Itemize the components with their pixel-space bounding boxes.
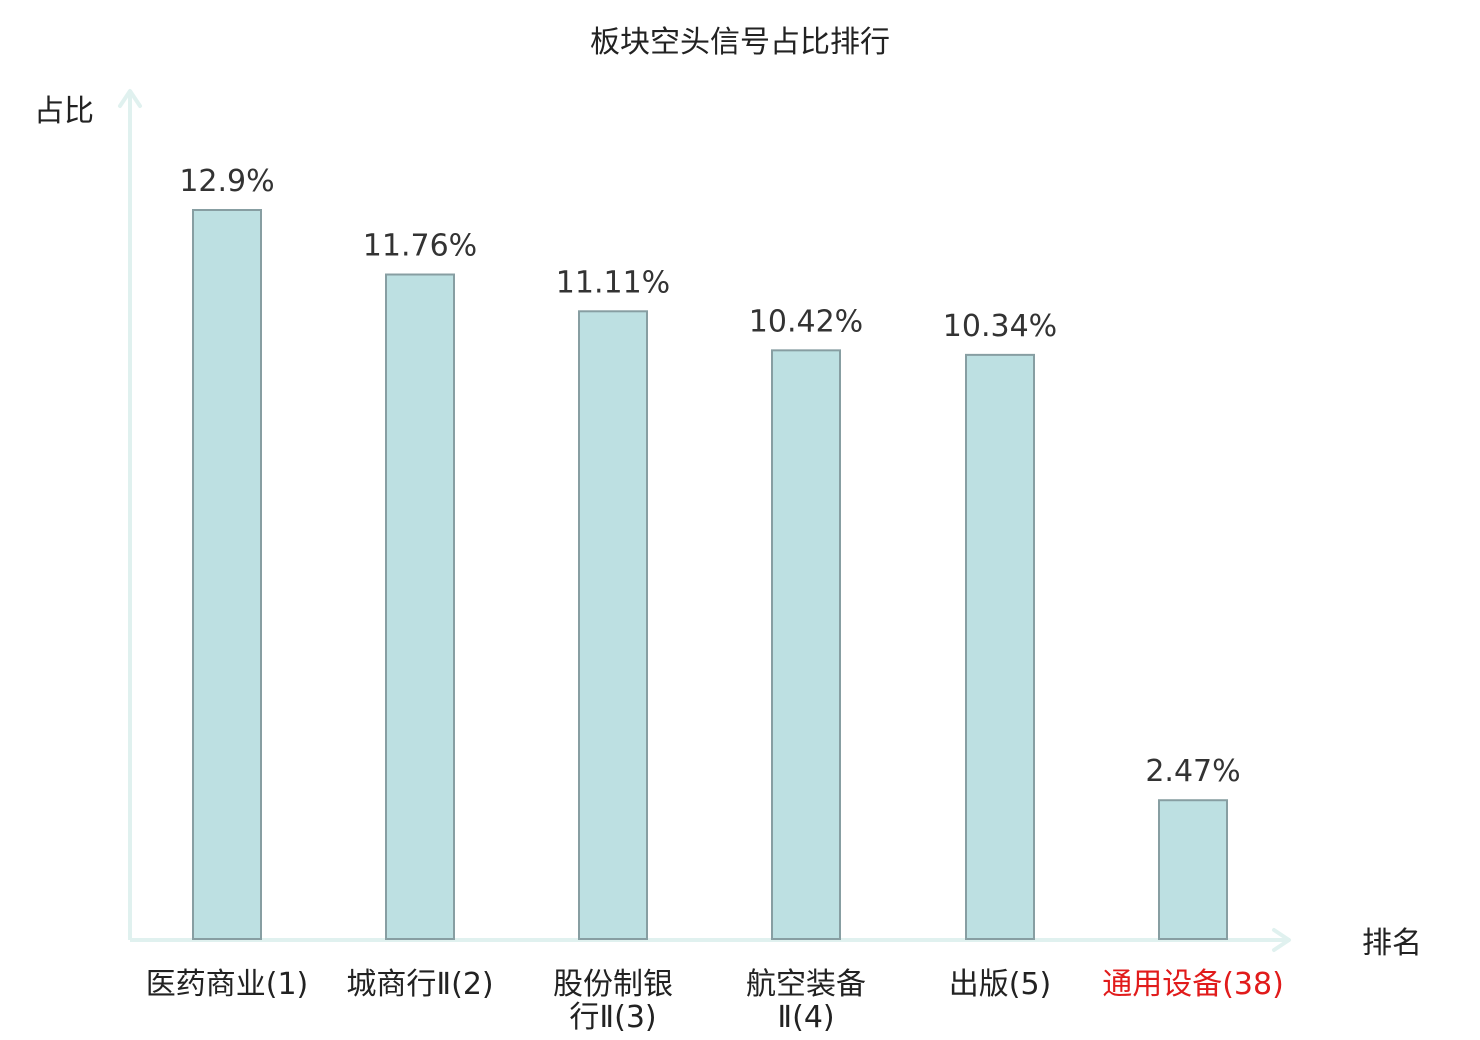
y-axis-label: 占比 — [34, 94, 94, 129]
value-label-6: 2.47% — [1145, 754, 1240, 789]
category-label-5: 出版(5) — [949, 967, 1052, 1002]
value-label-5: 10.34% — [943, 309, 1057, 344]
category-label-4-line-2: Ⅱ(4) — [777, 1000, 834, 1035]
value-label-4: 10.42% — [749, 304, 863, 339]
chart-title: 板块空头信号占比排行 — [590, 25, 890, 60]
bar-6[interactable] — [1158, 799, 1228, 940]
bar-1[interactable] — [192, 209, 262, 940]
bar-5[interactable] — [965, 353, 1035, 940]
value-label-2: 11.76% — [363, 229, 477, 264]
bars-group — [192, 209, 1228, 941]
value-label-3: 11.11% — [556, 265, 670, 300]
y-axis-arrow — [118, 89, 142, 108]
bar-4[interactable] — [771, 349, 841, 941]
value-labels-group: 12.9% 11.76% 11.11% 10.42% 10.34% 2.47% — [179, 164, 1240, 789]
category-label-3-line-2: 行Ⅱ(3) — [569, 1000, 656, 1035]
x-axis-label: 排名 — [1362, 926, 1422, 961]
axes — [118, 89, 1291, 952]
category-label-3-line-1: 股份制银 — [553, 967, 673, 1002]
category-label-4-line-1: 航空装备 — [746, 967, 866, 1002]
category-label-6: 通用设备(38) — [1102, 967, 1284, 1002]
category-label-2: 城商行Ⅱ(2) — [346, 967, 493, 1002]
bar-2[interactable] — [385, 273, 455, 940]
bar-3[interactable] — [578, 310, 648, 941]
value-label-1: 12.9% — [179, 164, 274, 199]
x-axis-arrow — [1272, 928, 1291, 952]
category-label-1: 医药商业(1) — [146, 967, 309, 1002]
